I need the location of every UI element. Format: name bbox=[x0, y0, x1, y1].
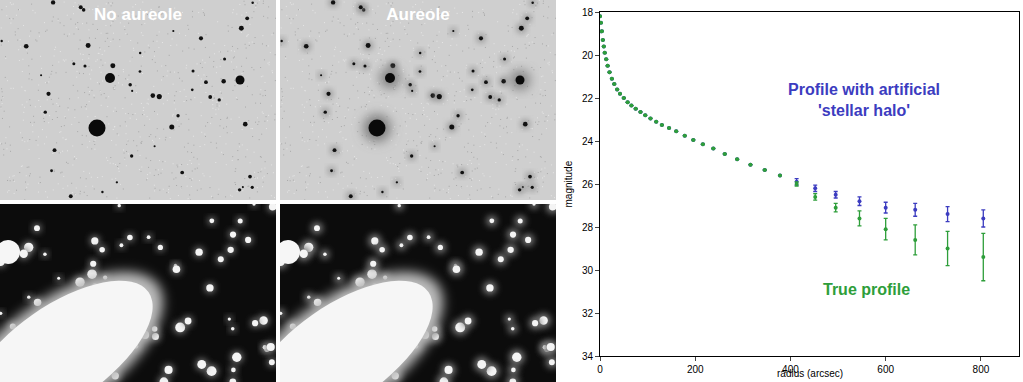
svg-text:No aureole: No aureole bbox=[94, 5, 182, 24]
svg-text:200: 200 bbox=[687, 364, 704, 375]
svg-text:Profile with artificial'stella: Profile with artificial'stellar halo' bbox=[788, 81, 940, 119]
svg-text:True profile: True profile bbox=[823, 281, 910, 298]
svg-text:600: 600 bbox=[877, 364, 894, 375]
svg-text:magnitude: magnitude bbox=[563, 160, 574, 207]
svg-text:22: 22 bbox=[582, 93, 594, 104]
svg-text:400: 400 bbox=[782, 364, 799, 375]
svg-text:radius (arcsec): radius (arcsec) bbox=[777, 368, 843, 379]
svg-text:24: 24 bbox=[582, 136, 594, 147]
svg-text:800: 800 bbox=[973, 364, 990, 375]
svg-text:32: 32 bbox=[582, 308, 594, 319]
svg-text:28: 28 bbox=[582, 222, 594, 233]
svg-text:26: 26 bbox=[582, 179, 594, 190]
svg-text:Aureole: Aureole bbox=[386, 5, 449, 24]
svg-text:30: 30 bbox=[582, 265, 594, 276]
svg-text:34: 34 bbox=[582, 351, 594, 362]
svg-text:20: 20 bbox=[582, 50, 594, 61]
svg-text:0: 0 bbox=[597, 364, 603, 375]
svg-text:18: 18 bbox=[582, 7, 594, 18]
